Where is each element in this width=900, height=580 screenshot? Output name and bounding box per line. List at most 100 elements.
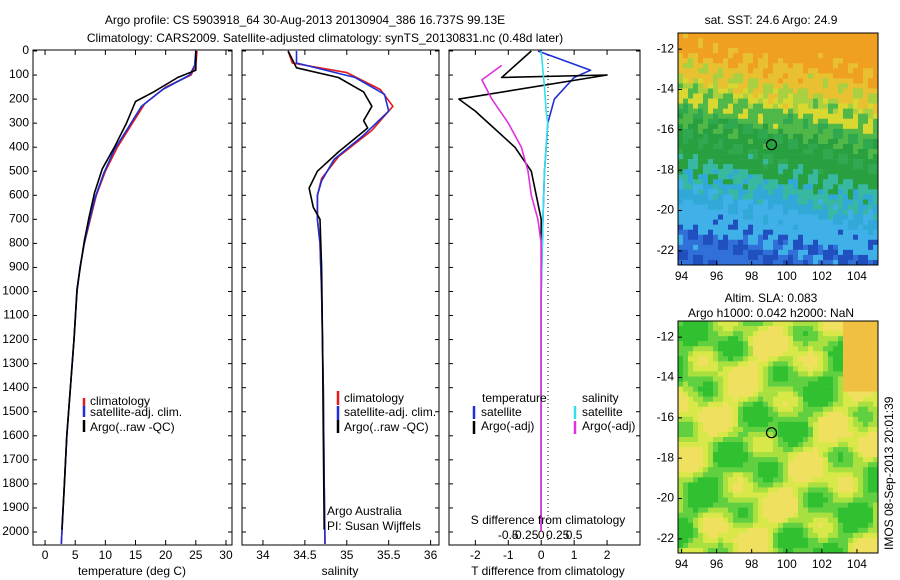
map-cell — [773, 356, 779, 362]
map-cell — [838, 88, 844, 94]
map-cell — [773, 527, 779, 534]
map-cell — [843, 48, 849, 54]
map-cell — [693, 351, 699, 357]
map-x-tick-label: 94 — [675, 269, 689, 283]
map-cell — [768, 68, 774, 74]
map-cell — [688, 371, 694, 377]
map-cell — [833, 386, 839, 392]
map-cell — [838, 174, 844, 180]
map-cell — [833, 346, 839, 352]
map-cell — [708, 371, 714, 377]
map-cell — [703, 234, 709, 241]
map-cell — [678, 224, 684, 230]
map-cell — [873, 477, 879, 483]
map-cell — [693, 532, 699, 539]
map-cell — [703, 68, 709, 74]
map-cell — [698, 48, 704, 54]
map-cell — [753, 356, 759, 362]
map-cell — [748, 194, 754, 200]
map-cell — [723, 431, 729, 438]
map-cell — [753, 169, 759, 175]
map-cell — [853, 73, 859, 79]
map-cell — [868, 497, 874, 503]
map-cell — [718, 43, 724, 49]
map-cell — [808, 401, 814, 408]
map-cell — [863, 366, 869, 372]
map-cell — [738, 366, 744, 372]
map-cell — [718, 123, 724, 130]
map-cell — [853, 209, 859, 215]
map-cell — [818, 259, 824, 266]
map-cell — [688, 234, 694, 241]
map-cell — [733, 184, 739, 190]
map-cell — [738, 421, 744, 428]
map-cell — [783, 331, 789, 337]
map-cell — [848, 326, 854, 332]
map-cell — [748, 254, 754, 261]
map-cell — [813, 547, 819, 554]
map-cell — [683, 174, 689, 180]
map-cell — [748, 386, 754, 392]
map-cell — [863, 83, 869, 89]
map-cell — [723, 184, 729, 190]
map-cell — [688, 426, 694, 433]
map-cell — [868, 537, 874, 544]
map-cell — [703, 472, 709, 478]
map-cell — [838, 204, 844, 210]
map-cell — [728, 169, 734, 175]
map-cell — [828, 437, 834, 443]
map-cell — [753, 376, 759, 382]
map-cell — [743, 416, 749, 423]
map-cell — [798, 133, 804, 140]
map-cell — [788, 103, 794, 109]
map-cell — [823, 447, 829, 453]
map-cell — [863, 179, 869, 185]
y-tick-label: 300 — [9, 115, 29, 129]
map-cell — [808, 239, 814, 246]
map-cell — [843, 169, 849, 175]
map-cell — [783, 128, 789, 135]
map-cell — [828, 234, 834, 241]
map-cell — [743, 472, 749, 478]
map-cell — [768, 507, 774, 513]
map-cell — [853, 113, 859, 120]
map-cell — [758, 169, 764, 175]
map-cell — [688, 133, 694, 140]
map-cell — [803, 331, 809, 337]
map-cell — [743, 437, 749, 443]
map-cell — [768, 259, 774, 266]
map-cell — [773, 209, 779, 215]
map-cell — [848, 83, 854, 89]
map-cell — [853, 189, 859, 195]
map-cell — [738, 149, 744, 155]
map-cell — [858, 214, 864, 220]
sst-map-panel: sat. SST: 24.6 Argo: 24.9 94 96 98 100 102 10… — [657, 13, 879, 283]
map-cell — [743, 502, 749, 508]
map-cell — [693, 411, 699, 418]
map-cell — [713, 249, 719, 256]
map-cell — [748, 78, 754, 84]
map-cell — [683, 431, 689, 438]
map-cell — [848, 58, 854, 64]
map-cell — [813, 123, 819, 130]
map-cell — [688, 522, 694, 529]
map-cell — [818, 537, 824, 544]
map-cell — [873, 366, 879, 372]
map-cell — [768, 229, 774, 236]
map-cell — [748, 497, 754, 503]
map-cell — [678, 143, 684, 150]
map-cell — [808, 371, 814, 377]
map-cell — [798, 492, 804, 498]
map-cell — [868, 517, 874, 524]
map-cell — [688, 254, 694, 261]
map-cell — [763, 442, 769, 448]
map-cell — [748, 184, 754, 190]
map-cell — [868, 209, 874, 215]
map-cell — [803, 138, 809, 145]
map-cell — [798, 239, 804, 246]
map-cell — [728, 477, 734, 483]
map-cell — [748, 174, 754, 180]
map-cell — [738, 336, 744, 342]
map-cell — [718, 83, 724, 89]
map-cell — [803, 426, 809, 433]
